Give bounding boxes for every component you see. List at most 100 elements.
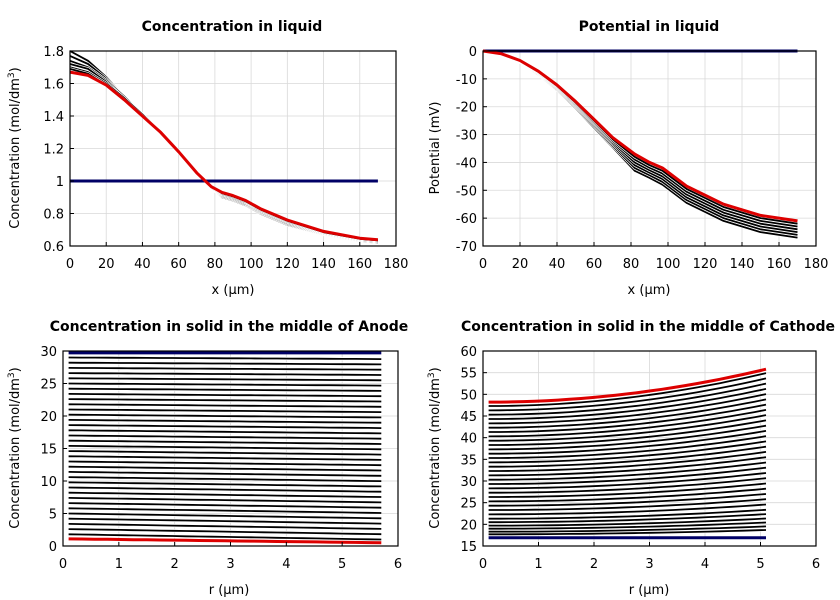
y-tick-label: 1.6 xyxy=(43,78,64,93)
series-line-intermediate xyxy=(68,439,382,445)
series-line-intermediate xyxy=(488,451,767,472)
y-tick-label: 0.8 xyxy=(43,208,64,223)
series-line-intermediate xyxy=(488,388,767,420)
chart-title: Concentration in solid in the middle of … xyxy=(461,319,835,335)
y-axis-label: Concentration (mol/dm3) xyxy=(7,367,23,529)
chart-title: Potential in liquid xyxy=(579,19,720,35)
x-tick-label: 180 xyxy=(804,257,829,272)
x-tick-label: 3 xyxy=(226,557,234,572)
series-line-intermediate xyxy=(488,461,767,481)
y-tick-label: 20 xyxy=(460,518,477,533)
series-line-intermediate xyxy=(488,372,767,407)
series-line-intermediate xyxy=(68,413,382,419)
x-tick-label: 120 xyxy=(693,257,718,272)
series-line-halo xyxy=(482,49,798,226)
y-tick-label: 1.8 xyxy=(43,45,64,60)
series-line-intermediate xyxy=(488,508,767,520)
series-line-intermediate xyxy=(488,466,767,485)
series-line-intermediate xyxy=(68,408,382,413)
series-line-intermediate xyxy=(68,450,382,456)
y-tick-label: -60 xyxy=(456,212,477,227)
series-line-intermediate xyxy=(488,440,767,464)
series-line-intermediate xyxy=(68,471,382,477)
series-line-intermediate xyxy=(488,409,767,438)
series-line-intermediate xyxy=(68,497,382,504)
x-tick-label: 0 xyxy=(479,557,487,572)
series-line-halo xyxy=(69,49,379,245)
x-tick-label: 1 xyxy=(115,557,123,572)
series-line-intermediate xyxy=(488,430,767,455)
series-line-intermediate xyxy=(68,398,382,403)
x-tick-label: 100 xyxy=(656,257,681,272)
series-line-intermediate xyxy=(488,403,767,433)
series-line-intermediate xyxy=(68,533,382,541)
x-tick-label: 0 xyxy=(59,557,67,572)
series-line-intermediate xyxy=(488,482,767,498)
chart-title: Concentration in liquid xyxy=(142,19,323,35)
x-axis-label: r (µm) xyxy=(209,583,250,598)
series-line-intermediate xyxy=(68,424,382,429)
x-tick-label: 160 xyxy=(347,257,372,272)
series-line-intermediate xyxy=(68,507,382,514)
series-line-intermediate xyxy=(68,502,382,509)
y-tick-label: 40 xyxy=(460,432,477,447)
y-tick-label: 35 xyxy=(460,453,477,468)
series-line-intermediate xyxy=(488,419,767,446)
y-tick-label: 30 xyxy=(460,475,477,490)
x-tick-label: 140 xyxy=(311,257,336,272)
series-line-intermediate xyxy=(488,435,767,459)
y-tick-label: 1.4 xyxy=(43,110,64,125)
y-axis-label: Concentration (mol/dm3) xyxy=(427,367,443,529)
y-tick-label: 0 xyxy=(469,45,477,60)
x-tick-label: 5 xyxy=(756,557,764,572)
series-line-intermediate xyxy=(68,512,382,520)
x-tick-label: 60 xyxy=(170,257,187,272)
series-line-intermediate xyxy=(68,486,382,493)
x-tick-label: 140 xyxy=(730,257,755,272)
y-tick-label: 15 xyxy=(460,540,477,555)
x-tick-label: 6 xyxy=(394,557,402,572)
series-line-intermediate xyxy=(482,50,798,231)
series-line-intermediate xyxy=(68,528,382,536)
series-line-intermediate xyxy=(68,361,382,366)
x-tick-label: 4 xyxy=(701,557,709,572)
series-line-halo xyxy=(482,49,798,229)
chart-potential-liquid: Potential in liquid 0 20 40 60 80 100 120 140 16… xyxy=(428,19,828,298)
x-tick-label: 40 xyxy=(549,257,566,272)
x-tick-label: 120 xyxy=(275,257,300,272)
chart-solid-cathode: Concentration in solid in the middle of … xyxy=(427,319,835,598)
series-line-intermediate xyxy=(68,372,382,376)
x-tick-label: 160 xyxy=(767,257,792,272)
chart-title: Concentration in solid in the middle of … xyxy=(50,319,408,335)
series-line-intermediate xyxy=(488,493,767,507)
series-line-intermediate xyxy=(68,377,382,382)
series-line-intermediate xyxy=(68,434,382,440)
series-line-intermediate xyxy=(488,487,767,503)
y-tick-label: -50 xyxy=(456,184,477,199)
y-axis-label: Potential (mV) xyxy=(428,102,443,195)
x-tick-label: 6 xyxy=(812,557,820,572)
y-tick-label: 0.6 xyxy=(43,240,64,255)
y-tick-label: 60 xyxy=(460,345,477,360)
x-tick-label: 80 xyxy=(623,257,640,272)
series-line-intermediate xyxy=(68,419,382,424)
series-line-intermediate xyxy=(68,393,382,398)
y-tick-label: 45 xyxy=(460,410,477,425)
series-line-intermediate xyxy=(68,476,382,482)
series-line-intermediate xyxy=(68,367,382,371)
y-tick-label: -20 xyxy=(456,101,477,116)
x-tick-label: 180 xyxy=(384,257,409,272)
series-line-intermediate xyxy=(488,456,767,477)
chart-concentration-liquid: Concentration in liquid 0 20 40 60 80 100 120 1… xyxy=(7,19,408,298)
series-line-intermediate xyxy=(488,525,767,533)
x-tick-label: 1 xyxy=(534,557,542,572)
series-line-intermediate xyxy=(68,429,382,435)
series-line-intermediate xyxy=(488,529,767,536)
series-line-final xyxy=(482,49,798,223)
x-tick-label: 2 xyxy=(590,557,598,572)
series-line-intermediate xyxy=(68,460,382,467)
y-tick-label: 1.2 xyxy=(43,143,64,158)
series-line-intermediate xyxy=(68,403,382,408)
x-tick-label: 0 xyxy=(479,257,487,272)
